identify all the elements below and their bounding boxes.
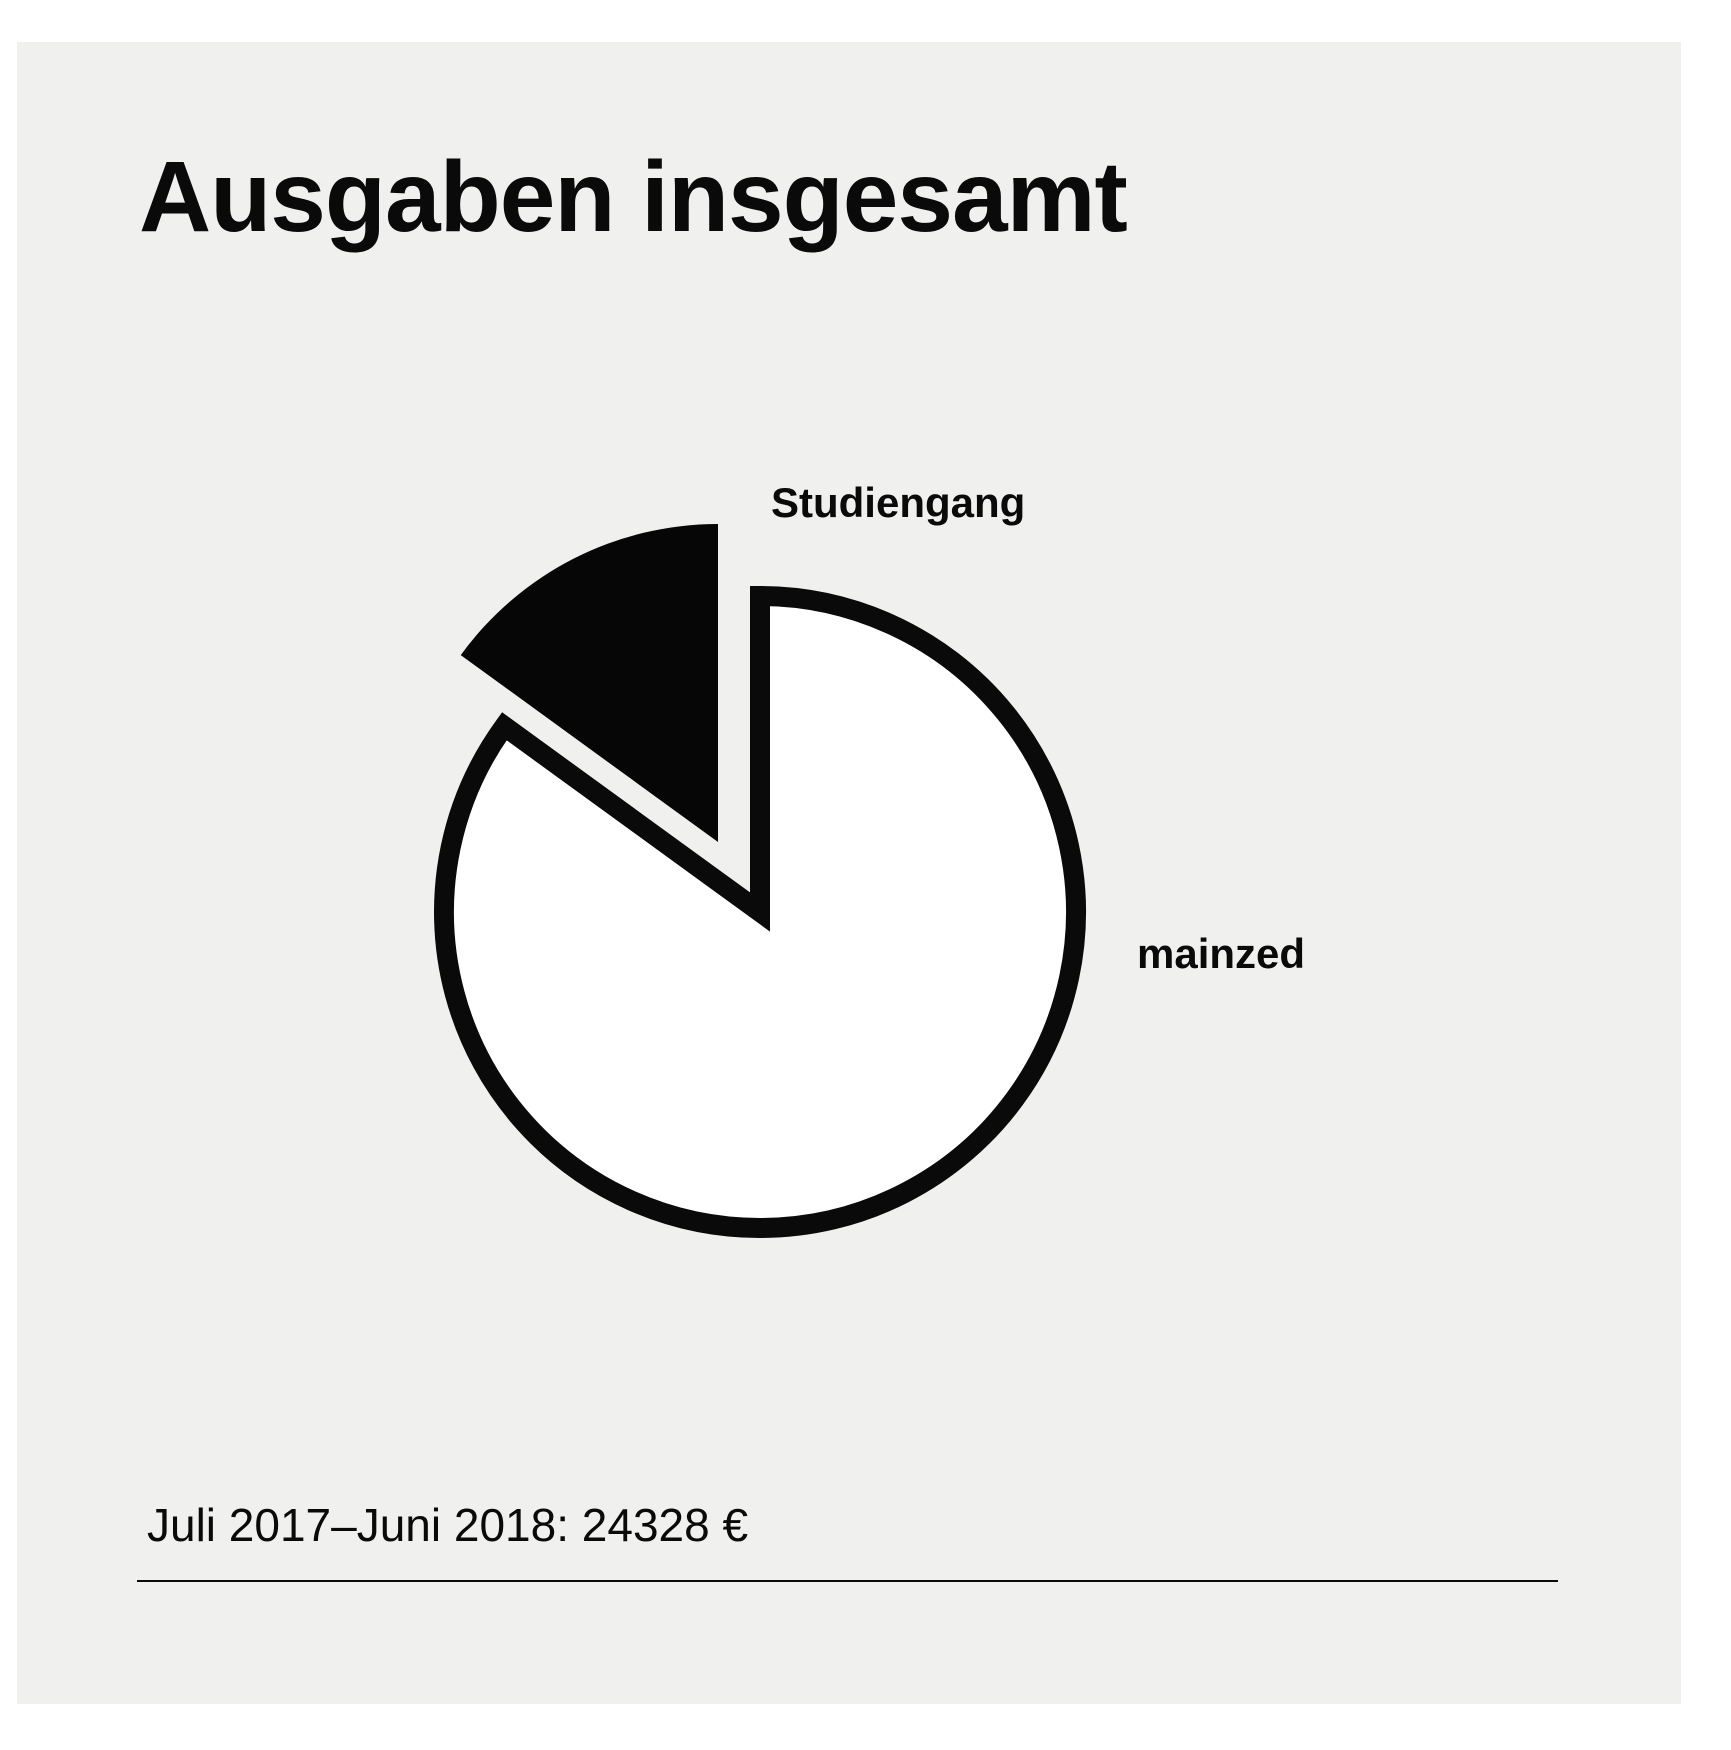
pie-chart: mainzed Studiengang xyxy=(434,479,1305,1238)
chart-title: Ausgaben insgesamt xyxy=(139,141,1128,253)
pie-slice-mainzed xyxy=(434,585,1086,1238)
bottom-rule xyxy=(137,1580,1558,1582)
chart-card: Ausgaben insgesamt mainzed Studiengang Ju… xyxy=(17,42,1681,1704)
chart-subtitle: Juli 2017–Juni 2018: 24328 € xyxy=(147,1499,749,1551)
slice-label-mainzed: mainzed xyxy=(1137,930,1305,977)
slice-label-studiengang: Studiengang xyxy=(771,479,1025,526)
pie-slice-studiengang xyxy=(460,524,718,842)
